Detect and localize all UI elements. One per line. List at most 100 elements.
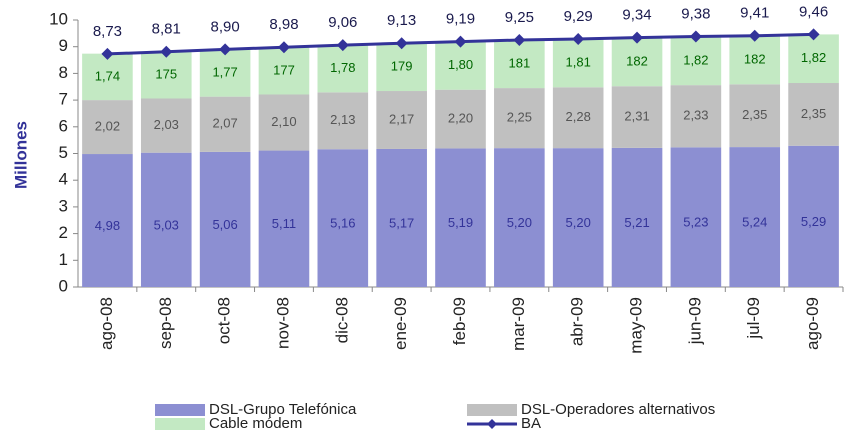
value-label: 1,78	[330, 60, 355, 75]
bar-segment	[788, 83, 839, 146]
line-marker	[160, 45, 173, 58]
line-marker	[807, 28, 820, 41]
value-label: 179	[391, 59, 413, 74]
value-label: 5,20	[566, 215, 591, 230]
legend-marker	[487, 419, 497, 429]
x-tick-label: ene-09	[391, 297, 410, 350]
legend-swatch	[155, 418, 205, 430]
value-label: 2,13	[330, 112, 355, 127]
value-label: 1,77	[212, 64, 237, 79]
bar-segment	[140, 98, 192, 153]
bar-segment	[435, 41, 486, 90]
value-label: 1,82	[683, 52, 708, 67]
value-label: 9,38	[681, 6, 710, 23]
value-label: 4,98	[95, 218, 120, 233]
line-marker	[513, 34, 526, 47]
y-axis-label: Millones	[11, 121, 30, 189]
y-tick-label: 2	[59, 223, 68, 242]
value-label: 8,90	[211, 18, 240, 35]
bar-segment	[729, 147, 781, 287]
x-tick-label: mar-09	[509, 297, 528, 351]
bar-segment	[199, 151, 251, 287]
bar-segment	[552, 87, 604, 149]
value-label: 1,74	[95, 68, 120, 83]
bar-segment	[317, 149, 369, 287]
value-label: 9,46	[799, 3, 828, 20]
y-tick-label: 10	[49, 9, 68, 28]
y-tick-label: 9	[59, 36, 68, 55]
x-tick-label: dic-08	[332, 297, 351, 343]
bar-segment	[317, 44, 369, 93]
bar-segment	[376, 43, 427, 92]
value-label: 182	[626, 53, 648, 68]
x-tick-label: jul-09	[744, 297, 763, 340]
bar-segment	[199, 49, 251, 97]
value-label: 9,25	[505, 9, 534, 26]
value-label: 5,23	[683, 215, 708, 230]
legend-label: Cable módem	[209, 415, 302, 432]
bar-segment	[82, 154, 133, 287]
value-label: 2,20	[448, 110, 473, 125]
bar-segment	[140, 152, 192, 287]
y-tick-label: 6	[59, 116, 68, 135]
value-label: 1,82	[801, 50, 826, 65]
line-marker	[454, 35, 467, 48]
value-label: 5,16	[330, 216, 355, 231]
value-label: 2,02	[95, 119, 120, 134]
value-label: 2,17	[389, 111, 414, 126]
x-tick-label: abr-09	[568, 297, 587, 346]
line-marker	[572, 32, 585, 45]
value-label: 8,73	[93, 23, 122, 40]
value-label: 177	[273, 62, 295, 77]
value-label: 8,81	[152, 21, 181, 38]
bar-segment	[258, 47, 310, 95]
value-label: 9,41	[740, 5, 769, 22]
value-label: 5,11	[272, 216, 296, 231]
value-label: 181	[508, 55, 530, 70]
bar-segment	[82, 53, 133, 101]
value-label: 5,06	[212, 217, 237, 232]
x-tick-label: sep-08	[156, 297, 175, 349]
value-label: 5,19	[448, 215, 473, 230]
value-label: 5,17	[389, 215, 414, 230]
bar-segment	[494, 88, 545, 149]
y-tick-label: 0	[59, 276, 68, 295]
bar-segment	[670, 147, 722, 287]
y-tick-label: 4	[59, 170, 68, 189]
bar-segment	[435, 89, 486, 149]
bar-segment	[494, 39, 545, 89]
value-label: 9,06	[328, 14, 357, 31]
value-label: 5,21	[624, 215, 649, 230]
value-label: 2,28	[566, 109, 591, 124]
bar-segment	[611, 147, 663, 287]
line-marker	[101, 47, 114, 60]
x-tick-label: jun-09	[685, 297, 704, 345]
bar-segment	[435, 148, 486, 287]
bar-segment	[729, 35, 781, 85]
value-label: 2,33	[683, 108, 708, 123]
y-tick-label: 1	[59, 250, 68, 269]
y-tick-label: 8	[59, 63, 68, 82]
value-label: 5,20	[507, 215, 532, 230]
value-label: 9,34	[622, 7, 651, 24]
x-tick-label: feb-09	[450, 297, 469, 345]
bar-segment	[82, 100, 133, 155]
bar-segment	[611, 37, 663, 87]
bar-segment	[788, 145, 839, 287]
value-label: 5,24	[742, 214, 767, 229]
bar-segment	[199, 96, 251, 152]
bar-segment	[376, 148, 427, 287]
x-tick-label: ago-09	[803, 297, 822, 350]
value-label: 175	[155, 67, 177, 82]
bar-segment	[788, 34, 839, 84]
value-label: 2,31	[624, 108, 649, 123]
value-label: 9,29	[564, 8, 593, 25]
bar-segment	[552, 38, 604, 88]
x-tick-label: ago-08	[97, 297, 116, 350]
value-label: 2,10	[271, 114, 296, 129]
legend-swatch	[467, 404, 517, 416]
bar-segment	[670, 85, 722, 148]
line-marker	[689, 30, 702, 43]
legend-label: DSL-Operadores alternativos	[521, 401, 715, 418]
bar-segment	[258, 94, 310, 151]
